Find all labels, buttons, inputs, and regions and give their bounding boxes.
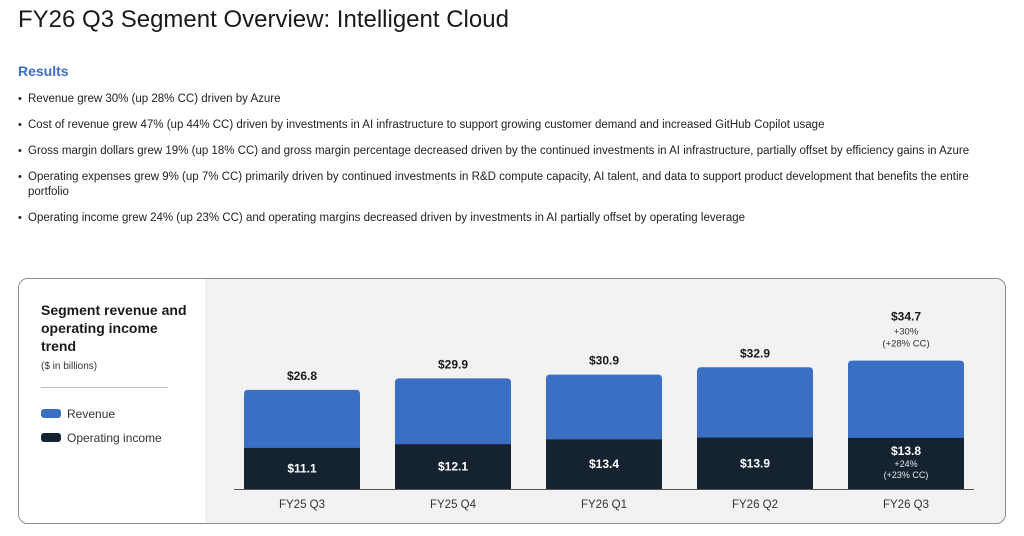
- legend-divider: [41, 387, 168, 388]
- page-title: FY26 Q3 Segment Overview: Intelligent Cl…: [18, 6, 509, 33]
- chart-title: Segment revenue and operating income tre…: [41, 302, 187, 354]
- result-bullet-revenue: Revenue grew 30% (up 28% CC) driven by A…: [18, 92, 1008, 107]
- legend-label-revenue: Revenue: [67, 406, 116, 421]
- legend-swatch-revenue: [41, 409, 61, 419]
- bar-operating-income-fy25-q4: [395, 444, 511, 489]
- operating-income-label-fy26-q2: $13.9: [740, 456, 770, 470]
- results-list: Revenue grew 30% (up 28% CC) driven by A…: [18, 92, 1008, 237]
- operating-income-growth-note-0: +24%: [894, 459, 917, 469]
- bar-operating-income-fy26-q3: [848, 437, 964, 489]
- operating-income-label-fy25-q4: $12.1: [438, 460, 468, 474]
- results-heading: Results: [18, 63, 69, 79]
- revenue-label-fy26-q1: $30.9: [589, 354, 619, 368]
- result-bullet-operating-income: Operating income grew 24% (up 23% CC) an…: [18, 211, 1008, 226]
- revenue-growth-note-1: (+28% CC): [882, 339, 929, 350]
- revenue-label-fy26-q3: $34.7: [891, 310, 921, 324]
- chart-panel: Segment revenue and operating income tre…: [18, 278, 1006, 524]
- revenue-label-fy26-q2: $32.9: [740, 346, 770, 360]
- legend-column: Segment revenue and operating income tre…: [19, 279, 205, 523]
- legend-item-revenue: Revenue: [41, 406, 116, 421]
- revenue-growth-note-0: +30%: [894, 327, 919, 338]
- chart-subtitle: ($ in billions): [41, 361, 98, 372]
- bar-operating-income-fy26-q1: [546, 439, 662, 489]
- x-tick-fy26-q2: FY26 Q2: [732, 499, 778, 511]
- x-tick-fy25-q3: FY25 Q3: [279, 499, 325, 511]
- result-bullet-operating-expenses: Operating expenses grew 9% (up 7% CC) pr…: [18, 170, 1008, 200]
- legend-item-operating-income: Operating income: [41, 430, 162, 445]
- operating-income-label-fy26-q1: $13.4: [589, 457, 619, 471]
- bar-chart: $26.8 $11.1 FY25 Q3 $29.9 $12.1 FY25 Q4 $30.9 $…: [234, 310, 974, 511]
- x-tick-fy26-q1: FY26 Q1: [581, 499, 627, 511]
- result-bullet-cost-of-revenue: Cost of revenue grew 47% (up 44% CC) dri…: [18, 118, 1008, 133]
- x-tick-fy25-q4: FY25 Q4: [430, 499, 477, 511]
- legend-label-operating-income: Operating income: [67, 430, 162, 445]
- revenue-label-fy25-q4: $29.9: [438, 357, 468, 371]
- operating-income-label-fy25-q3: $11.1: [287, 461, 317, 475]
- bar-operating-income-fy25-q3: [244, 447, 360, 489]
- legend-swatch-operating-income: [41, 433, 61, 443]
- x-tick-fy26-q3: FY26 Q3: [883, 499, 929, 511]
- operating-income-growth-note-1: (+23% CC): [884, 470, 929, 480]
- operating-income-label-fy26-q3: $13.8: [891, 444, 921, 458]
- result-bullet-gross-margin: Gross margin dollars grew 19% (up 18% CC…: [18, 144, 1008, 159]
- revenue-label-fy25-q3: $26.8: [287, 369, 317, 383]
- bar-operating-income-fy26-q2: [697, 437, 813, 489]
